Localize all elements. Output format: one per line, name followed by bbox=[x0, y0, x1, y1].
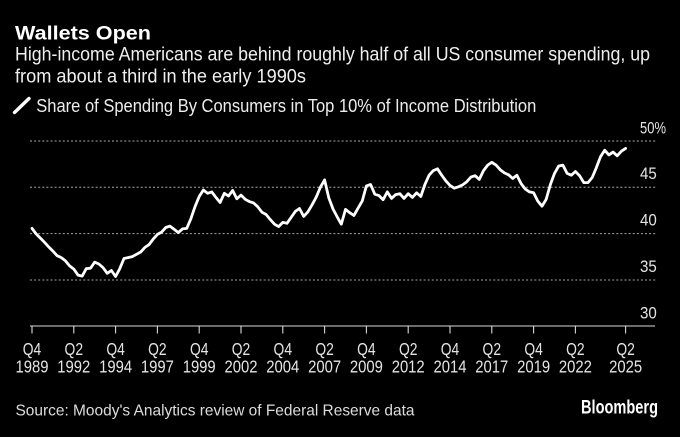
svg-text:Share of Spending By Consumers: Share of Spending By Consumers in Top 10… bbox=[36, 96, 536, 116]
svg-text:2002: 2002 bbox=[225, 357, 258, 377]
svg-text:2009: 2009 bbox=[350, 357, 383, 377]
svg-text:Q2: Q2 bbox=[315, 339, 334, 359]
svg-text:Q4: Q4 bbox=[524, 339, 543, 359]
svg-text:Wallets Open: Wallets Open bbox=[15, 23, 151, 45]
svg-text:1994: 1994 bbox=[99, 357, 132, 377]
svg-text:Q2: Q2 bbox=[566, 339, 585, 359]
svg-text:2004: 2004 bbox=[266, 357, 299, 377]
svg-text:High-income Americans are behi: High-income Americans are behind roughly… bbox=[15, 44, 650, 66]
svg-text:Q4: Q4 bbox=[190, 339, 209, 359]
svg-text:1989: 1989 bbox=[16, 357, 49, 377]
svg-text:2012: 2012 bbox=[392, 357, 425, 377]
svg-text:45: 45 bbox=[640, 165, 657, 183]
svg-text:Q4: Q4 bbox=[274, 339, 293, 359]
svg-text:35: 35 bbox=[640, 258, 657, 276]
svg-text:Q4: Q4 bbox=[441, 339, 460, 359]
svg-text:Bloomberg: Bloomberg bbox=[581, 397, 658, 419]
svg-text:Q2: Q2 bbox=[399, 339, 418, 359]
svg-text:Q4: Q4 bbox=[106, 339, 125, 359]
svg-text:Q2: Q2 bbox=[616, 339, 635, 359]
svg-text:Q2: Q2 bbox=[148, 339, 167, 359]
svg-text:40: 40 bbox=[640, 212, 657, 230]
svg-text:2025: 2025 bbox=[609, 357, 642, 377]
svg-text:Q2: Q2 bbox=[65, 339, 84, 359]
svg-text:Q2: Q2 bbox=[232, 339, 251, 359]
svg-text:1997: 1997 bbox=[141, 357, 174, 377]
svg-text:Source: Moody's Analytics revi: Source: Moody's Analytics review of Fede… bbox=[16, 402, 415, 419]
svg-text:2014: 2014 bbox=[434, 357, 467, 377]
svg-text:30: 30 bbox=[640, 304, 657, 322]
svg-text:2022: 2022 bbox=[559, 357, 592, 377]
svg-text:1999: 1999 bbox=[183, 357, 216, 377]
svg-text:Q4: Q4 bbox=[357, 339, 376, 359]
svg-text:from about a third in the earl: from about a third in the early 1990s bbox=[15, 66, 306, 88]
svg-text:Q2: Q2 bbox=[483, 339, 502, 359]
svg-text:50%: 50% bbox=[640, 119, 666, 137]
svg-text:1992: 1992 bbox=[57, 357, 90, 377]
svg-text:Q4: Q4 bbox=[23, 339, 42, 359]
svg-text:2007: 2007 bbox=[308, 357, 341, 377]
svg-text:2019: 2019 bbox=[517, 357, 550, 377]
svg-text:2017: 2017 bbox=[475, 357, 508, 377]
